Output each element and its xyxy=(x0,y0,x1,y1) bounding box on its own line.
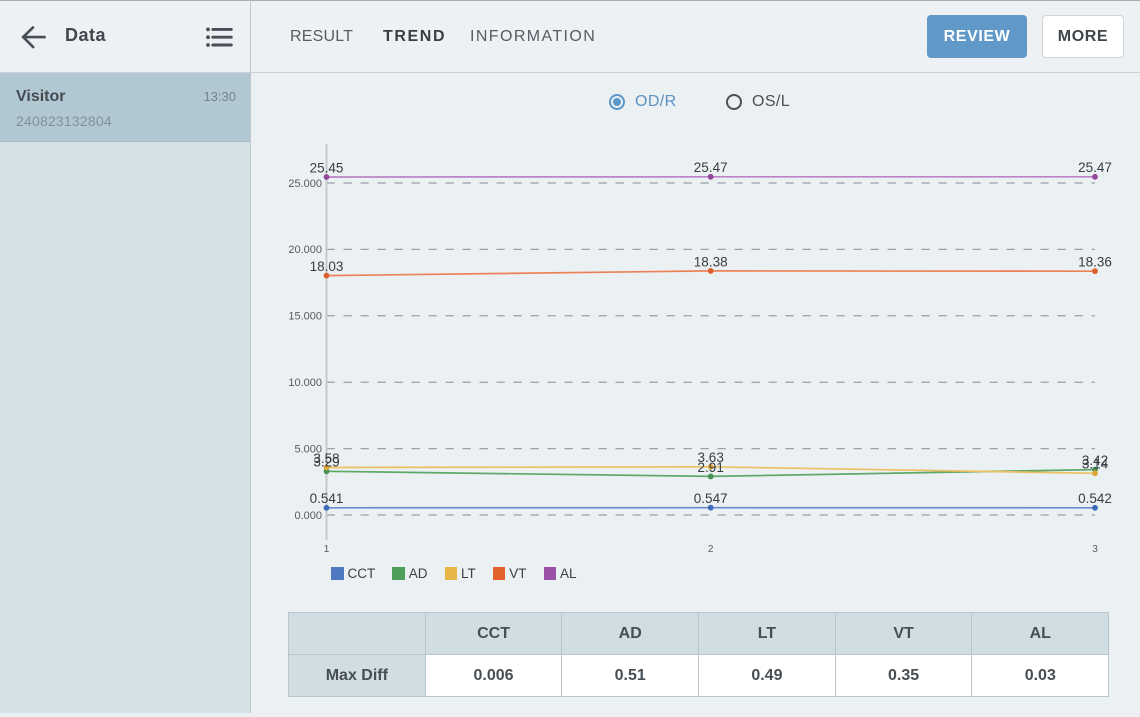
svg-text:3.63: 3.63 xyxy=(698,450,724,465)
svg-text:25.000: 25.000 xyxy=(288,178,322,190)
svg-text:3.29: 3.29 xyxy=(313,455,339,470)
svg-text:25.47: 25.47 xyxy=(694,160,728,175)
svg-text:25.45: 25.45 xyxy=(310,160,344,175)
svg-text:10.000: 10.000 xyxy=(288,377,322,389)
svg-text:25.47: 25.47 xyxy=(1078,160,1112,175)
svg-text:0.541: 0.541 xyxy=(310,491,344,506)
svg-text:20.000: 20.000 xyxy=(288,244,322,256)
svg-text:18.03: 18.03 xyxy=(310,259,344,274)
svg-text:18.36: 18.36 xyxy=(1078,255,1112,270)
svg-text:0.000: 0.000 xyxy=(294,510,322,522)
svg-text:5.000: 5.000 xyxy=(294,443,322,455)
svg-text:15.000: 15.000 xyxy=(288,311,322,323)
svg-text:0.547: 0.547 xyxy=(694,491,728,506)
svg-text:3.58: 3.58 xyxy=(313,451,339,466)
svg-text:1: 1 xyxy=(324,544,330,555)
svg-text:2: 2 xyxy=(708,544,714,555)
svg-text:18.38: 18.38 xyxy=(694,254,728,269)
svg-text:3: 3 xyxy=(1092,544,1098,555)
svg-text:2.91: 2.91 xyxy=(698,460,724,475)
svg-text:0.542: 0.542 xyxy=(1078,491,1112,506)
svg-text:3.14: 3.14 xyxy=(1082,457,1109,472)
svg-text:3.42: 3.42 xyxy=(1082,453,1108,468)
